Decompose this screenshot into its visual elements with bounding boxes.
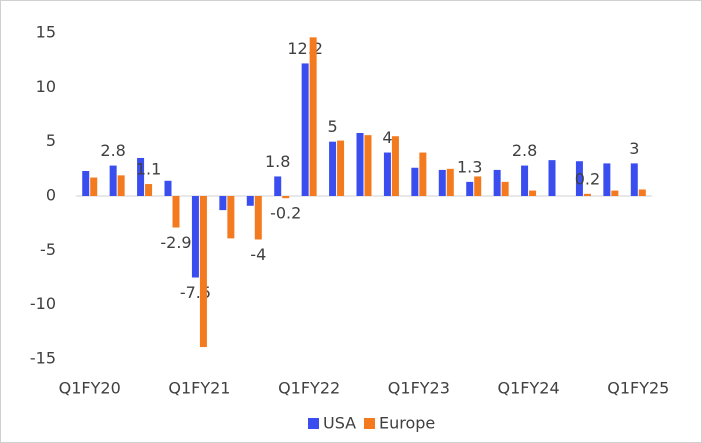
y-tick-label: 0: [46, 186, 56, 205]
y-tick-label: -10: [30, 294, 56, 313]
legend-label: USA: [323, 414, 356, 433]
x-tick-label: Q1FY25: [607, 379, 669, 398]
data-label: -4: [250, 245, 266, 264]
bar: [583, 193, 591, 196]
x-tick-label: Q1FY22: [278, 379, 340, 398]
bar: [356, 132, 364, 196]
bar: [309, 37, 317, 197]
data-label: 1.8: [265, 152, 290, 171]
y-tick-label: 5: [46, 131, 56, 150]
bar: [438, 169, 446, 196]
bar: [446, 168, 454, 196]
bar: [501, 181, 509, 196]
x-tick-label: Q1FY23: [388, 379, 450, 398]
data-label: 12.2: [287, 39, 323, 58]
bar: [474, 176, 482, 196]
x-tick-label: Q1FY20: [59, 379, 121, 398]
bar: [611, 190, 619, 196]
y-tick-label: 10: [36, 77, 56, 96]
data-label: 2.8: [512, 141, 537, 160]
bar: [521, 165, 529, 196]
bar: [90, 177, 98, 196]
data-label: 2.8: [100, 141, 125, 160]
x-tick-label: Q1FY24: [498, 379, 560, 398]
bar: [82, 171, 90, 196]
bar: [529, 190, 537, 196]
bar: [329, 141, 337, 196]
bar: [282, 196, 290, 199]
bar: [391, 136, 399, 196]
bar: [630, 163, 638, 196]
bar: [219, 196, 227, 211]
data-label: 1.1: [136, 160, 161, 179]
bar: [603, 163, 611, 196]
bar: [227, 196, 235, 239]
bar: [638, 189, 646, 196]
bar: [109, 165, 117, 196]
data-label: 4: [382, 128, 392, 147]
bar: [364, 135, 372, 196]
bar: [575, 161, 583, 196]
bar: [199, 196, 207, 348]
bar: [117, 175, 125, 196]
bar: [246, 196, 254, 206]
legend-label: Europe: [379, 414, 435, 433]
y-tick-label: -5: [40, 240, 56, 259]
bar: [172, 196, 180, 228]
bar: [411, 167, 419, 196]
legend-swatch: [364, 418, 375, 429]
bar: [145, 184, 153, 196]
y-tick-label: -15: [30, 349, 56, 368]
bar: [254, 196, 262, 240]
data-label: 1.3: [457, 157, 482, 176]
data-label: -0.2: [270, 204, 301, 223]
legend-swatch: [308, 418, 319, 429]
x-tick-label: Q1FY21: [168, 379, 230, 398]
bar: [301, 63, 309, 196]
bar: [191, 196, 199, 278]
data-label: -2.9: [160, 233, 191, 252]
bar: [466, 181, 474, 196]
data-label: 0.2: [575, 169, 600, 188]
bar: [337, 140, 345, 196]
data-label: 5: [327, 117, 337, 136]
bar: [548, 160, 556, 196]
bar: [164, 180, 172, 196]
bar: [493, 169, 501, 196]
bar: [137, 157, 145, 196]
bar: [419, 152, 427, 196]
y-tick-label: 15: [36, 23, 56, 42]
bar: [274, 176, 282, 196]
data-label: 3: [629, 139, 639, 158]
bar: [383, 152, 391, 196]
